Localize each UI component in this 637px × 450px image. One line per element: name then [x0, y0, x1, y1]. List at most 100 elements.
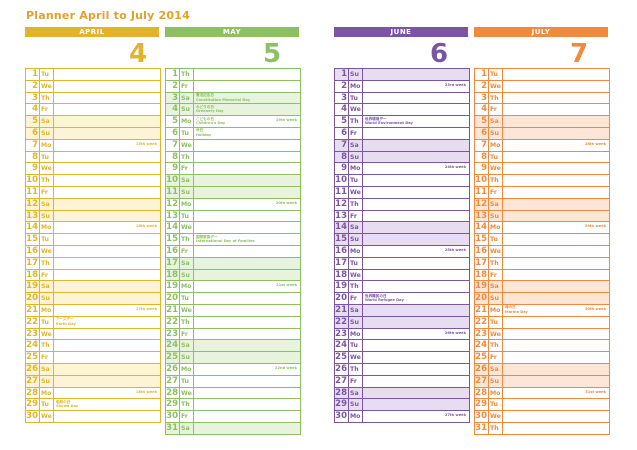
note-area[interactable]: [53, 116, 160, 127]
note-area[interactable]: 15th week: [53, 140, 160, 151]
note-area[interactable]: [362, 352, 469, 363]
note-area[interactable]: [53, 352, 160, 363]
note-area[interactable]: [53, 211, 160, 222]
note-area[interactable]: [53, 329, 160, 340]
note-area[interactable]: [362, 305, 469, 316]
note-area[interactable]: 27th week: [362, 411, 469, 422]
note-area[interactable]: [362, 152, 469, 163]
note-area[interactable]: [362, 199, 469, 210]
note-area[interactable]: [362, 211, 469, 222]
note-area[interactable]: [362, 93, 469, 104]
note-area[interactable]: [53, 199, 160, 210]
note-area[interactable]: 31st week: [502, 388, 609, 399]
note-area[interactable]: [193, 399, 300, 410]
note-area[interactable]: [362, 258, 469, 269]
note-area[interactable]: [502, 352, 609, 363]
note-area[interactable]: [362, 270, 469, 281]
note-area[interactable]: [502, 211, 609, 222]
note-area[interactable]: 国際家族デー International Day of Families: [193, 234, 300, 245]
note-area[interactable]: 17th week: [53, 305, 160, 316]
note-area[interactable]: [193, 352, 300, 363]
note-area[interactable]: [53, 81, 160, 92]
note-area[interactable]: [193, 305, 300, 316]
note-area[interactable]: [53, 93, 160, 104]
note-area[interactable]: [502, 364, 609, 375]
note-area[interactable]: [502, 411, 609, 422]
note-area[interactable]: [193, 340, 300, 351]
note-area[interactable]: [362, 140, 469, 151]
note-area[interactable]: [193, 411, 300, 422]
note-area[interactable]: [362, 388, 469, 399]
note-area[interactable]: みどりの日 Greenery Day: [193, 104, 300, 115]
note-area[interactable]: [502, 128, 609, 139]
note-area[interactable]: [53, 163, 160, 174]
note-area[interactable]: [502, 258, 609, 269]
note-area[interactable]: [362, 234, 469, 245]
note-area[interactable]: 18th week: [53, 388, 160, 399]
note-area[interactable]: [502, 116, 609, 127]
note-area[interactable]: [362, 364, 469, 375]
note-area[interactable]: 29th week: [502, 222, 609, 233]
note-area[interactable]: [362, 281, 469, 292]
note-area[interactable]: [53, 152, 160, 163]
note-area[interactable]: [502, 317, 609, 328]
note-area[interactable]: 21st week: [193, 281, 300, 292]
note-area[interactable]: [502, 199, 609, 210]
note-area[interactable]: [502, 163, 609, 174]
note-area[interactable]: [502, 93, 609, 104]
note-area[interactable]: [362, 399, 469, 410]
note-area[interactable]: [193, 246, 300, 257]
note-area[interactable]: [53, 234, 160, 245]
note-area[interactable]: 世界環境デー World Environment Day: [362, 116, 469, 127]
note-area[interactable]: 世界難民の日 World Refugee Day: [362, 293, 469, 304]
note-area[interactable]: [362, 175, 469, 186]
note-area[interactable]: [53, 104, 160, 115]
note-area[interactable]: 憲法記念日 Constitution Memorial Day: [193, 93, 300, 104]
note-area[interactable]: [193, 317, 300, 328]
note-area[interactable]: [193, 222, 300, 233]
note-area[interactable]: [502, 340, 609, 351]
note-area[interactable]: [362, 376, 469, 387]
note-area[interactable]: [193, 329, 300, 340]
note-area[interactable]: 16th week: [53, 222, 160, 233]
note-area[interactable]: 24th week: [362, 163, 469, 174]
note-area[interactable]: [53, 246, 160, 257]
note-area[interactable]: [502, 376, 609, 387]
note-area[interactable]: [193, 258, 300, 269]
note-area[interactable]: [193, 270, 300, 281]
note-area[interactable]: [502, 399, 609, 410]
note-area[interactable]: [193, 423, 300, 434]
note-area[interactable]: [53, 411, 160, 422]
note-area[interactable]: 20th week: [193, 199, 300, 210]
note-area[interactable]: [53, 270, 160, 281]
note-area[interactable]: 28th week: [502, 140, 609, 151]
note-area[interactable]: [362, 187, 469, 198]
note-area[interactable]: [502, 81, 609, 92]
note-area[interactable]: [502, 270, 609, 281]
note-area[interactable]: [53, 175, 160, 186]
note-area[interactable]: [53, 293, 160, 304]
note-area[interactable]: [193, 163, 300, 174]
note-area[interactable]: [502, 246, 609, 257]
note-area[interactable]: 26th week: [362, 329, 469, 340]
note-area[interactable]: [502, 187, 609, 198]
note-area[interactable]: [193, 175, 300, 186]
note-area[interactable]: [362, 317, 469, 328]
note-area[interactable]: [193, 69, 300, 80]
note-area[interactable]: [53, 187, 160, 198]
note-area[interactable]: 25th week: [362, 246, 469, 257]
note-area[interactable]: [193, 81, 300, 92]
note-area[interactable]: [502, 152, 609, 163]
note-area[interactable]: [502, 281, 609, 292]
note-area[interactable]: [53, 281, 160, 292]
note-area[interactable]: [502, 69, 609, 80]
note-area[interactable]: [193, 152, 300, 163]
note-area[interactable]: [193, 376, 300, 387]
note-area[interactable]: 休日 Holiday: [193, 128, 300, 139]
note-area[interactable]: [53, 376, 160, 387]
note-area[interactable]: [502, 423, 609, 434]
note-area[interactable]: [53, 364, 160, 375]
note-area[interactable]: [362, 128, 469, 139]
note-area[interactable]: [362, 340, 469, 351]
note-area[interactable]: [502, 329, 609, 340]
